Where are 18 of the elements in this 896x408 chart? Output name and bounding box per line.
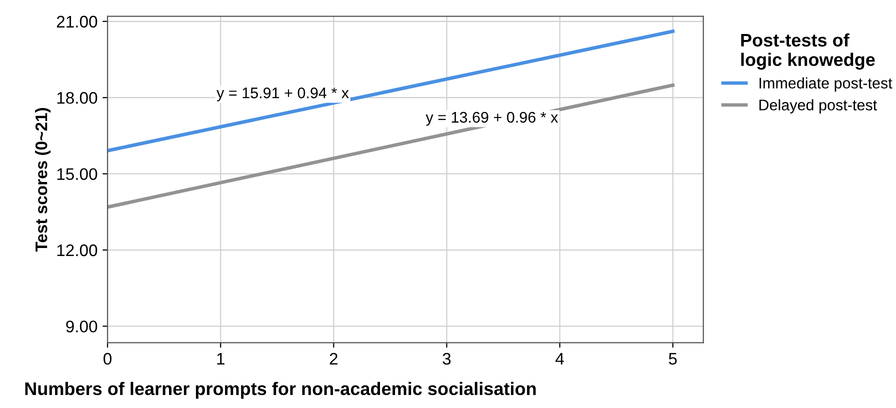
- legend-title: Post-tests of logic knowedge: [741, 33, 875, 70]
- annotation: y = 13.69 + 0.96 * x: [426, 112, 558, 126]
- legend-label: Delayed post-test: [759, 99, 877, 114]
- x-tick-label: 4: [556, 353, 564, 365]
- x-axis-title: Numbers of learner prompts for non-academic socialisation: [25, 382, 536, 399]
- y-tick-label: 21.00: [56, 16, 98, 28]
- y-tick-label: 18.00: [57, 92, 98, 104]
- x-tick-label: 3: [442, 352, 451, 365]
- legend-label: Immediate post-test: [760, 77, 892, 92]
- y-tick-label: 9.00: [66, 320, 98, 332]
- y-axis-title: Test scores (0~21): [35, 108, 51, 252]
- x-tick-label: 0: [104, 352, 112, 365]
- annotation: y = 15.91 + 0.94 * x: [216, 88, 349, 102]
- y-tick-label: 15.00: [57, 168, 98, 180]
- x-tick-label: 1: [217, 353, 224, 365]
- x-tick-label: 5: [668, 353, 677, 365]
- x-tick-label: 2: [330, 352, 338, 365]
- y-tick-label: 12.00: [57, 244, 98, 256]
